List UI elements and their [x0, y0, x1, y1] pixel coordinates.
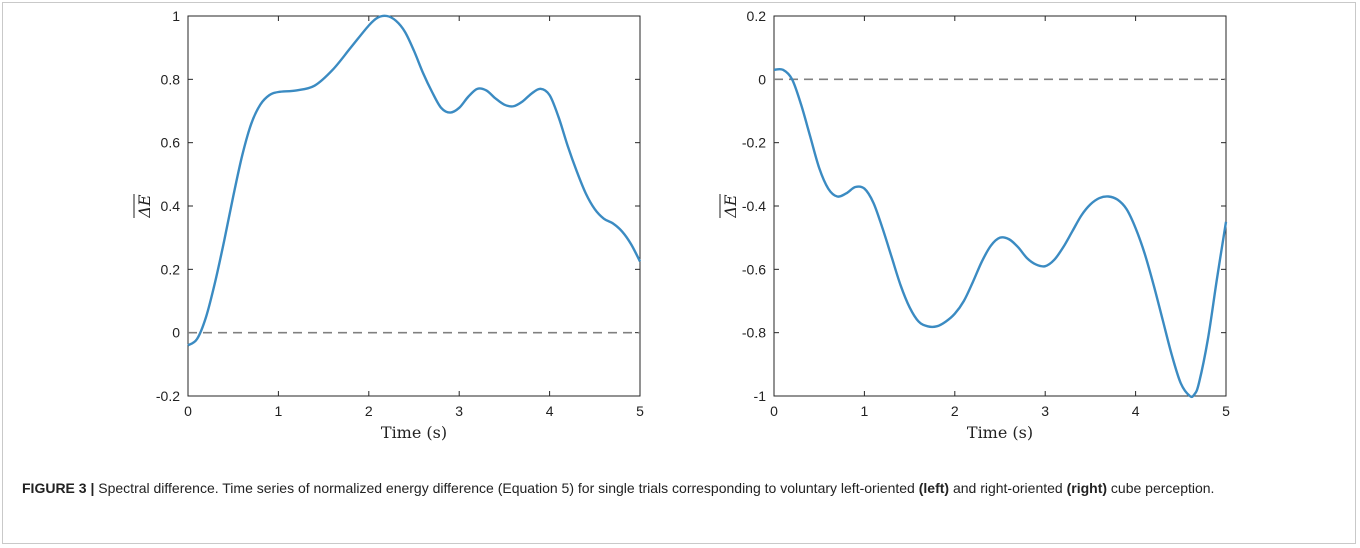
x-axis-label: Time (s)	[967, 423, 1033, 442]
figure-caption: FIGURE 3 | Spectral difference. Time ser…	[22, 478, 1332, 499]
y-tick-label: 0.2	[747, 8, 767, 24]
y-tick-label: 0.2	[161, 261, 181, 277]
y-tick-label: -0.4	[742, 198, 766, 214]
x-tick-label: 2	[365, 403, 373, 419]
x-tick-label: 5	[1222, 403, 1230, 419]
caption-label: FIGURE 3 |	[22, 480, 95, 496]
y-tick-label: 0.6	[161, 135, 181, 151]
y-tick-label: -0.6	[742, 261, 766, 277]
y-tick-label: -0.2	[742, 135, 766, 151]
x-tick-label: 5	[636, 403, 644, 419]
caption-bold-left: (left)	[918, 480, 950, 496]
x-tick-label: 0	[184, 403, 192, 419]
y-tick-label: 0.4	[161, 198, 181, 214]
x-tick-label: 1	[861, 403, 869, 419]
y-axis-label-group: ΔE	[719, 194, 740, 219]
x-tick-label: 3	[1041, 403, 1049, 419]
series-line-0	[773, 67, 1228, 399]
x-tick-label: 4	[1132, 403, 1140, 419]
y-axis-label: ΔE	[721, 194, 740, 219]
x-tick-label: 1	[275, 403, 283, 419]
plot-area	[773, 15, 1227, 397]
x-axis-label: Time (s)	[381, 423, 447, 442]
y-tick-label: 0	[758, 71, 766, 87]
caption-text-2: and right-oriented	[949, 480, 1067, 496]
x-tick-label: 0	[770, 403, 778, 419]
y-tick-label: -1	[754, 388, 767, 404]
series-line-0	[187, 14, 642, 347]
y-axis-label-group: ΔE	[133, 194, 154, 219]
caption-text-3: cube perception.	[1107, 480, 1215, 496]
y-tick-label: -0.2	[156, 388, 180, 404]
x-tick-label: 2	[951, 403, 959, 419]
right-chart: 0 1 2 3 4 5 -1 -0.8 -0.6 -0.4 -0.2 0 0.2 Time (s) ΔE	[719, 8, 1230, 442]
y-tick-label: 0.8	[161, 71, 181, 87]
y-axis-label: ΔE	[135, 194, 154, 219]
x-tick-label: 3	[455, 403, 463, 419]
y-tick-label: 1	[172, 8, 180, 24]
caption-bold-right: (right)	[1066, 480, 1108, 496]
caption-text-1: Spectral difference. Time series of norm…	[94, 480, 919, 496]
y-tick-label: -0.8	[742, 325, 766, 341]
x-tick-label: 4	[546, 403, 554, 419]
plot-area	[187, 15, 641, 397]
y-tick-label: 0	[172, 325, 180, 341]
